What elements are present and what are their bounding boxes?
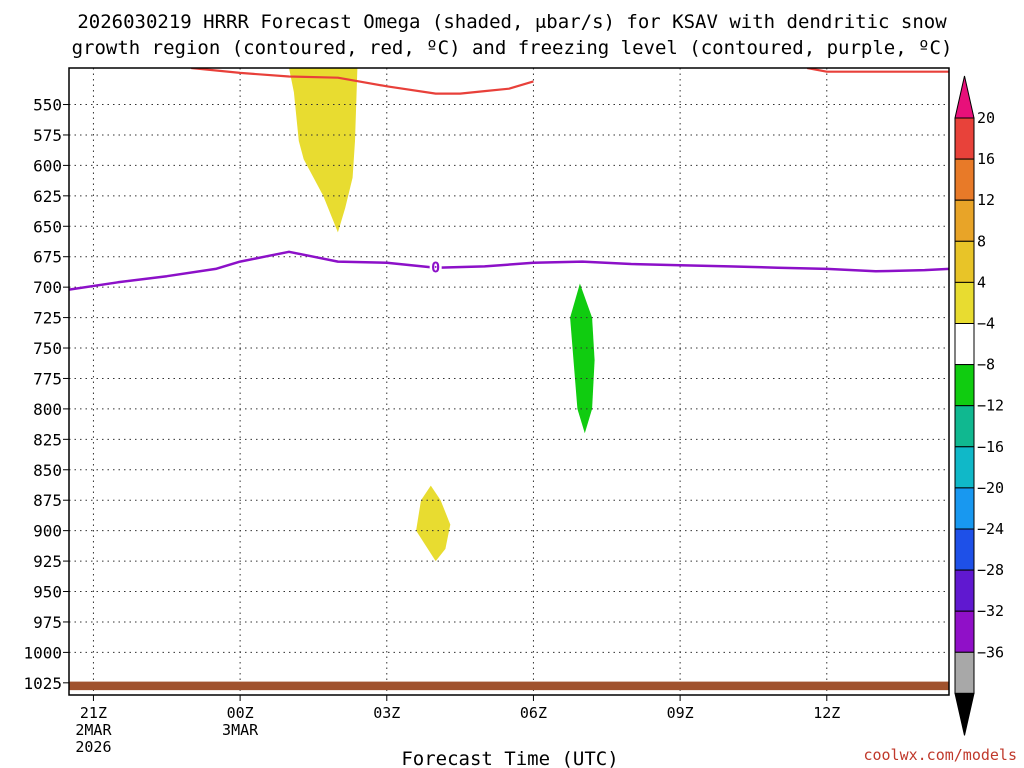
colorbar-swatch-1 bbox=[954, 117, 975, 160]
colorbar-swatch-12 bbox=[954, 569, 975, 612]
dendritic-contour-line bbox=[191, 68, 534, 95]
colorbar-label-11: −24 bbox=[977, 520, 1004, 538]
y-tick-label-900: 900 bbox=[33, 522, 62, 541]
y-tick-label-575: 575 bbox=[33, 126, 62, 145]
colorbar-swatch-9 bbox=[954, 446, 975, 489]
y-tick-label-625: 625 bbox=[33, 187, 62, 206]
y-axis-ticks: 550 575 600 625 650 675 700 725 750 775 800 825 850 8… bbox=[23, 96, 69, 693]
terrain-strip bbox=[69, 681, 949, 691]
omega-area-1 bbox=[289, 68, 358, 233]
colorbar-swatch-14 bbox=[954, 651, 975, 694]
colorbar-swatch-3 bbox=[954, 199, 975, 242]
x-axis-label: Forecast Time (UTC) bbox=[401, 748, 618, 768]
colorbar-swatch-13 bbox=[954, 610, 975, 653]
y-tick-label-725: 725 bbox=[33, 309, 62, 328]
plot-area: 0 bbox=[69, 68, 949, 695]
x-tick-label-21Z-1: 21Z bbox=[80, 704, 107, 722]
x-tick-label-00Z-2: 3MAR bbox=[222, 721, 259, 739]
colorbar: 20 16 12 8 4 −4 −8 −12 −16 −20 −24 −28 −32 −36 bbox=[954, 75, 1004, 736]
chart-title-line2: growth region (contoured, red, ºC) and f… bbox=[72, 37, 953, 59]
credit-text[interactable]: coolwx.com/models bbox=[863, 746, 1017, 764]
colorbar-swatch-8 bbox=[954, 405, 975, 448]
y-tick-label-675: 675 bbox=[33, 248, 62, 267]
freezing-label-bg bbox=[429, 259, 442, 275]
omega-area-2 bbox=[570, 283, 595, 434]
y-tick-label-875: 875 bbox=[33, 491, 62, 510]
colorbar-label-7: −8 bbox=[977, 356, 995, 374]
colorbar-label-10: −20 bbox=[977, 479, 1004, 497]
colorbar-label-13: −32 bbox=[977, 602, 1004, 620]
colorbar-label-12: −28 bbox=[977, 561, 1004, 579]
y-tick-label-750: 750 bbox=[33, 339, 62, 358]
y-tick-label-925: 925 bbox=[33, 552, 62, 571]
y-tick-label-950: 950 bbox=[33, 583, 62, 602]
colorbar-swatch-5 bbox=[954, 281, 975, 324]
chart-title-line1: 2026030219 HRRR Forecast Omega (shaded, … bbox=[77, 11, 947, 33]
y-tick-label-800: 800 bbox=[33, 400, 62, 419]
colorbar-label-6: −4 bbox=[977, 315, 995, 333]
colorbar-label-1: 20 bbox=[977, 109, 995, 127]
colorbar-label-3: 12 bbox=[977, 191, 995, 209]
y-tick-label-825: 825 bbox=[33, 430, 62, 449]
x-tick-label-12Z-1: 12Z bbox=[813, 704, 840, 722]
y-tick-label-850: 850 bbox=[33, 461, 62, 480]
omega-area-3 bbox=[416, 485, 451, 562]
colorbar-swatch-6 bbox=[954, 323, 975, 366]
x-tick-label-03Z-1: 03Z bbox=[373, 704, 400, 722]
colorbar-bottom-arrow bbox=[954, 692, 975, 736]
dendritic-contour-line-right bbox=[806, 68, 949, 73]
y-tick-label-550: 550 bbox=[33, 96, 62, 115]
colorbar-swatch-7 bbox=[954, 364, 975, 407]
y-tick-label-650: 650 bbox=[33, 217, 62, 236]
colorbar-swatch-4 bbox=[954, 240, 975, 283]
freezing-level-line bbox=[69, 250, 949, 291]
colorbar-label-14: −36 bbox=[977, 643, 1004, 661]
x-tick-label-00Z-1: 00Z bbox=[227, 704, 254, 722]
colorbar-label-2: 16 bbox=[977, 150, 995, 168]
colorbar-swatch-10 bbox=[954, 487, 975, 530]
x-tick-label-21Z-2: 2MAR bbox=[75, 721, 112, 739]
colorbar-label-5: 4 bbox=[977, 273, 986, 291]
x-tick-label-06Z-1: 06Z bbox=[520, 704, 547, 722]
y-tick-label-700: 700 bbox=[33, 278, 62, 297]
x-tick-label-09Z-1: 09Z bbox=[667, 704, 694, 722]
y-tick-label-600: 600 bbox=[33, 156, 62, 175]
colorbar-label-8: −12 bbox=[977, 397, 1004, 415]
colorbar-top-arrow bbox=[954, 75, 975, 119]
colorbar-swatch-11 bbox=[954, 528, 975, 571]
colorbar-label-4: 8 bbox=[977, 232, 986, 250]
x-tick-label-21Z-3: 2026 bbox=[75, 738, 111, 756]
colorbar-label-9: −16 bbox=[977, 438, 1004, 456]
freezing-level-label: 0 bbox=[431, 259, 440, 277]
y-tick-label-975: 975 bbox=[33, 613, 62, 632]
plot-frame bbox=[68, 67, 950, 696]
y-tick-label-1000: 1000 bbox=[23, 643, 62, 662]
y-tick-label-1025: 1025 bbox=[23, 674, 62, 693]
y-tick-label-775: 775 bbox=[33, 369, 62, 388]
colorbar-swatch-2 bbox=[954, 158, 975, 201]
